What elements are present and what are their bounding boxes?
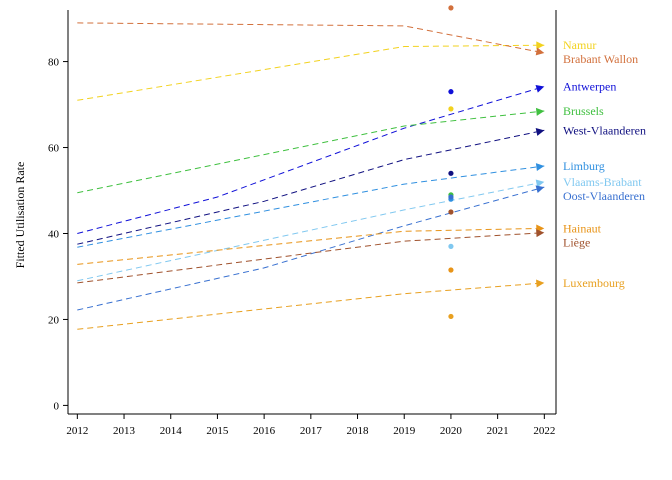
observed-point-hainaut xyxy=(448,267,454,273)
x-tick-label: 2014 xyxy=(160,425,183,437)
y-axis: 0 20 40 60 80 xyxy=(48,57,68,412)
arrow-head-oost-vlaanderen xyxy=(535,185,545,194)
arrow-head-namur xyxy=(536,41,545,50)
x-tick-label: 2012 xyxy=(66,425,88,437)
series-line-hainaut xyxy=(77,227,545,265)
arrow-head-limburg xyxy=(535,163,545,172)
x-tick-label: 2022 xyxy=(533,425,555,437)
arrow-head-luxembourg xyxy=(536,279,545,288)
series-line-brussels xyxy=(77,110,545,194)
x-tick-label: 2020 xyxy=(440,425,463,437)
series-line-limburg xyxy=(77,165,545,248)
series-line-li-ge xyxy=(77,232,545,284)
series-label-namur: Namur xyxy=(563,38,596,52)
arrow-head-west-vlaanderen xyxy=(535,128,545,136)
series-label-luxembourg: Luxembourg xyxy=(563,276,625,290)
arrow-head-li-ge xyxy=(536,229,545,238)
series-line-brabant-wallon xyxy=(77,22,545,54)
series-line-namur xyxy=(77,44,545,101)
series-label-west-vlaanderen: West-Vlaanderen xyxy=(563,123,646,137)
arrow-head-brussels xyxy=(535,107,545,116)
x-tick-label: 2016 xyxy=(253,425,276,437)
observed-point-antwerpen xyxy=(448,89,454,95)
series-line-oost-vlaanderen xyxy=(77,186,545,311)
plot-frame xyxy=(67,10,557,415)
series-label-hainaut: Hainaut xyxy=(563,221,602,235)
x-tick-label: 2017 xyxy=(300,425,323,437)
arrow-head-vlaams-brabant xyxy=(535,179,545,188)
observed-point-vlaams-brabant xyxy=(448,243,454,249)
series-label-brabant-wallon: Brabant Wallon xyxy=(563,52,638,66)
observed-point-namur xyxy=(448,106,454,112)
x-tick-label: 2019 xyxy=(393,425,416,437)
series-label-limburg: Limburg xyxy=(563,159,605,173)
observed-point-oost-vlaanderen xyxy=(448,194,454,200)
series-label-oost-vlaanderen: Oost-Vlaanderen xyxy=(563,189,645,203)
x-tick-label: 2018 xyxy=(347,425,370,437)
series-label-brussels: Brussels xyxy=(563,104,604,118)
y-axis-title: Fitted Utilisation Rate xyxy=(13,162,27,269)
x-tick-label: 2015 xyxy=(206,425,229,437)
x-tick-label: 2021 xyxy=(487,425,509,437)
observed-point-li-ge xyxy=(448,209,454,215)
y-tick-label: 20 xyxy=(48,314,60,326)
y-tick-label: 60 xyxy=(48,143,60,155)
observed-point-luxembourg xyxy=(448,313,454,320)
x-axis: 2012 2013 2014 2015 2016 2017 2018 2019 2020 2021… xyxy=(66,414,555,437)
observed-point-brabant-wallon xyxy=(448,5,454,11)
arrow-head-antwerpen xyxy=(535,84,545,93)
series-label-vlaams-brabant: Vlaams-Brabant xyxy=(563,175,642,189)
y-tick-label: 0 xyxy=(54,400,60,412)
y-tick-label: 40 xyxy=(48,228,60,240)
series-label-antwerpen: Antwerpen xyxy=(563,80,616,94)
series-line-vlaams-brabant xyxy=(77,181,545,282)
observed-point-west-vlaanderen xyxy=(448,170,454,176)
series-line-west-vlaanderen xyxy=(77,129,545,245)
series-lines xyxy=(77,22,545,330)
series-label-li-ge: Liège xyxy=(563,235,590,249)
series-line-luxembourg xyxy=(77,282,545,330)
x-tick-label: 2013 xyxy=(113,425,136,437)
series-line-antwerpen xyxy=(77,86,545,234)
observed-points xyxy=(448,5,454,320)
y-tick-label: 80 xyxy=(48,57,60,69)
arrow-head-brabant-wallon xyxy=(535,47,545,56)
